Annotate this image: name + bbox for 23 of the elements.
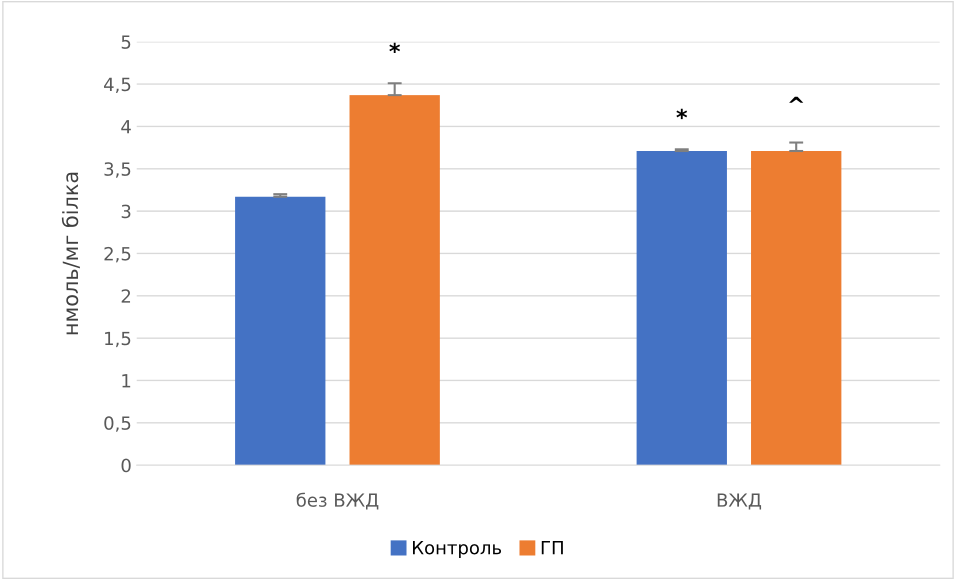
y-tick-label: 1 <box>122 374 130 388</box>
bar <box>350 95 440 466</box>
y-tick-label: 3 <box>122 204 130 218</box>
legend-label: Контроль <box>413 541 502 558</box>
bar <box>751 150 842 466</box>
annotation: * <box>676 108 688 120</box>
x-tick-label: ВЖД <box>718 493 762 510</box>
bar <box>235 196 326 466</box>
legend-label: ГП <box>542 541 563 554</box>
bar <box>636 150 727 466</box>
x-tick-label: без ВЖД <box>296 492 378 510</box>
annotation: * <box>389 42 400 54</box>
y-axis-title: нмоль/мг білка <box>62 172 80 334</box>
y-tick-label: 4 <box>121 120 131 134</box>
y-tick-label: 1,5 <box>105 332 130 348</box>
annotation: ^ <box>789 96 804 103</box>
y-tick-label: 2,5 <box>104 246 130 262</box>
y-tick-label: 0,5 <box>104 416 130 432</box>
y-tick-label: 3,5 <box>104 162 130 178</box>
y-tick-label: 5 <box>122 35 130 49</box>
y-tick-label: 4,5 <box>104 78 130 94</box>
y-tick-label: 0 <box>122 458 131 472</box>
y-tick-label: 2 <box>122 289 130 303</box>
